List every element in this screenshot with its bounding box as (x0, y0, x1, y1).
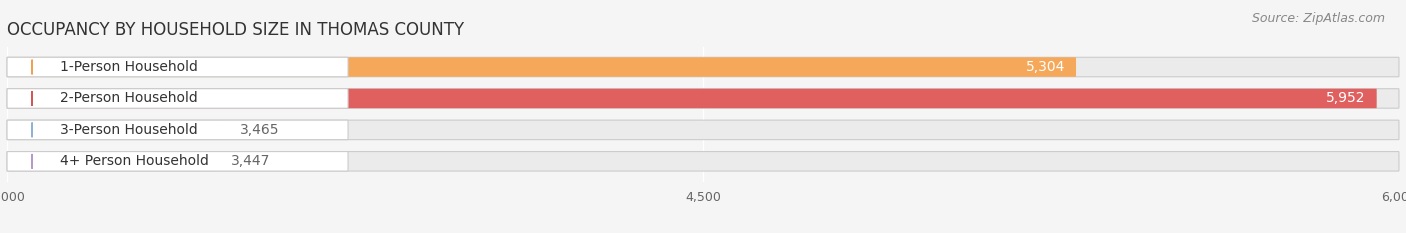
FancyBboxPatch shape (7, 152, 215, 171)
Text: 4+ Person Household: 4+ Person Household (60, 154, 209, 168)
Text: 2-Person Household: 2-Person Household (60, 92, 198, 106)
FancyBboxPatch shape (7, 120, 349, 140)
Text: 3,465: 3,465 (239, 123, 278, 137)
FancyBboxPatch shape (7, 89, 1376, 108)
FancyBboxPatch shape (7, 57, 349, 77)
Text: OCCUPANCY BY HOUSEHOLD SIZE IN THOMAS COUNTY: OCCUPANCY BY HOUSEHOLD SIZE IN THOMAS CO… (7, 21, 464, 39)
FancyBboxPatch shape (7, 120, 222, 140)
FancyBboxPatch shape (7, 152, 349, 171)
FancyBboxPatch shape (7, 152, 1399, 171)
FancyBboxPatch shape (7, 120, 1399, 140)
FancyBboxPatch shape (7, 89, 349, 108)
Text: 5,952: 5,952 (1326, 92, 1365, 106)
Text: 5,304: 5,304 (1025, 60, 1064, 74)
FancyBboxPatch shape (7, 89, 1399, 108)
Text: Source: ZipAtlas.com: Source: ZipAtlas.com (1251, 12, 1385, 25)
Text: 3,447: 3,447 (231, 154, 270, 168)
FancyBboxPatch shape (7, 57, 1399, 77)
Text: 1-Person Household: 1-Person Household (60, 60, 198, 74)
Text: 3-Person Household: 3-Person Household (60, 123, 198, 137)
FancyBboxPatch shape (7, 57, 1076, 77)
